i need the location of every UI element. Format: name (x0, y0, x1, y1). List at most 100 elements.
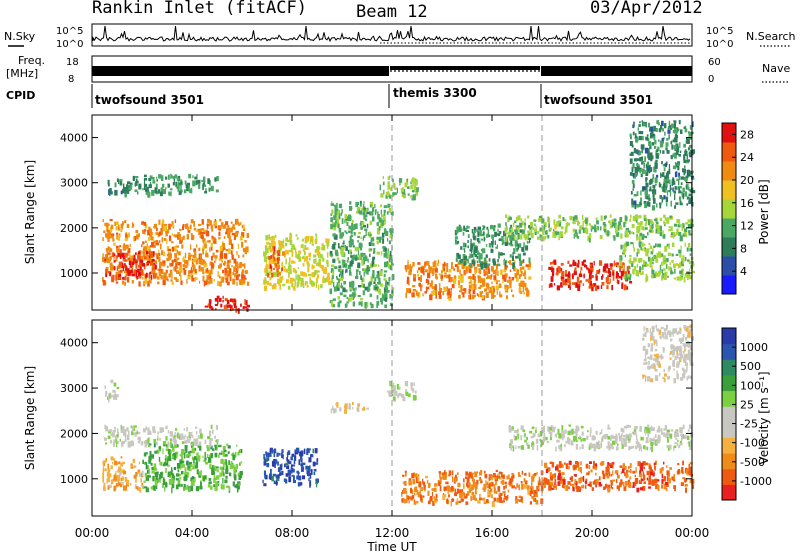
velocity-cell (516, 499, 519, 502)
power-cell (607, 230, 609, 236)
velocity-cell (663, 483, 667, 490)
power-cell (189, 224, 192, 230)
power-cell (323, 278, 327, 283)
power-cell (657, 146, 660, 152)
power-cell (322, 258, 325, 262)
power-cell (482, 225, 485, 228)
power-cell (373, 281, 376, 284)
power-cell (510, 240, 513, 246)
power-cell (350, 244, 353, 248)
power-cell (203, 243, 207, 249)
power-cell (401, 188, 403, 192)
velocity-cell (603, 434, 607, 440)
power-cell (547, 216, 549, 223)
power-cell (635, 135, 638, 139)
power-cell (411, 190, 415, 193)
power-cell (192, 180, 196, 187)
power-cell (281, 262, 284, 267)
power-cell (300, 244, 303, 249)
velocity-cell (515, 496, 518, 501)
power-cell (600, 226, 602, 231)
power-cell (145, 272, 148, 277)
power-cell (205, 230, 210, 237)
velocity-cell (357, 410, 360, 413)
power-cell (551, 267, 555, 273)
power-cell (152, 272, 156, 279)
power-colorbar-frame (721, 122, 737, 295)
velocity-cell (666, 470, 670, 476)
velocity-cell (409, 496, 412, 500)
power-cell (497, 223, 501, 228)
freq-bar-segment-1 (92, 66, 389, 76)
velocity-cell (167, 471, 171, 474)
velocity-cell (107, 468, 111, 472)
power-cell (635, 171, 639, 176)
velocity-cell (403, 481, 407, 485)
power-cell (496, 290, 498, 295)
power-cell (638, 151, 642, 156)
power-cell (236, 221, 239, 224)
power-cell (509, 283, 512, 289)
power-cell (675, 150, 679, 156)
velocity-cell (198, 474, 202, 478)
power-cell (381, 293, 384, 299)
power-cell (482, 282, 486, 287)
power-cell (398, 178, 403, 183)
power-cell (522, 266, 525, 270)
velocity-cell (617, 474, 620, 479)
power-cell (622, 263, 625, 266)
power-cell (681, 176, 685, 180)
velocity-cell (531, 495, 535, 499)
velocity-cell (471, 486, 474, 489)
power-cell (107, 183, 110, 187)
power-cell (231, 250, 233, 255)
power-cell (136, 234, 139, 240)
power-cell (178, 191, 181, 196)
power-cell (300, 271, 304, 276)
power-cell (499, 291, 501, 297)
power-cell (297, 254, 300, 260)
power-cell (371, 211, 374, 216)
power-cell (596, 220, 599, 225)
power-cell (679, 197, 682, 202)
power-cell (689, 253, 692, 256)
power-cell (314, 270, 317, 276)
power-cell (443, 261, 446, 266)
power-cell (477, 240, 481, 244)
power-cell (474, 247, 477, 252)
power-cell (357, 246, 360, 251)
power-cell (127, 277, 130, 283)
power-cell (194, 176, 197, 180)
velocity-cell (401, 492, 403, 497)
power-cell (406, 178, 409, 185)
velocity-region (330, 402, 369, 414)
power-cell (687, 272, 690, 276)
power-cell (466, 270, 468, 274)
power-cell (279, 276, 283, 281)
power-cell (457, 261, 459, 266)
power-cell (472, 287, 475, 292)
velocity-cell (188, 461, 193, 465)
velocity-cell (171, 487, 173, 494)
velocity-cell (661, 428, 663, 434)
velocity-cell (181, 460, 185, 464)
power-cell (653, 273, 656, 278)
velocity-cell (654, 460, 657, 465)
power-cell (503, 258, 506, 261)
power-cell (226, 281, 230, 286)
power-cell (565, 222, 569, 228)
velocity-cell (188, 487, 191, 492)
power-cell (389, 302, 393, 306)
velocity-cell (167, 449, 170, 455)
velocity-cell (635, 445, 638, 450)
power-cell (487, 271, 489, 277)
power-cell (179, 263, 182, 269)
velocity-cell (470, 495, 473, 501)
velocity-cell (286, 457, 288, 462)
power-cell (108, 191, 111, 196)
velocity-cell (683, 434, 687, 440)
power-cell (346, 296, 348, 300)
power-cell (211, 225, 214, 232)
power-cell (515, 230, 518, 235)
velocity-cell (223, 453, 225, 457)
